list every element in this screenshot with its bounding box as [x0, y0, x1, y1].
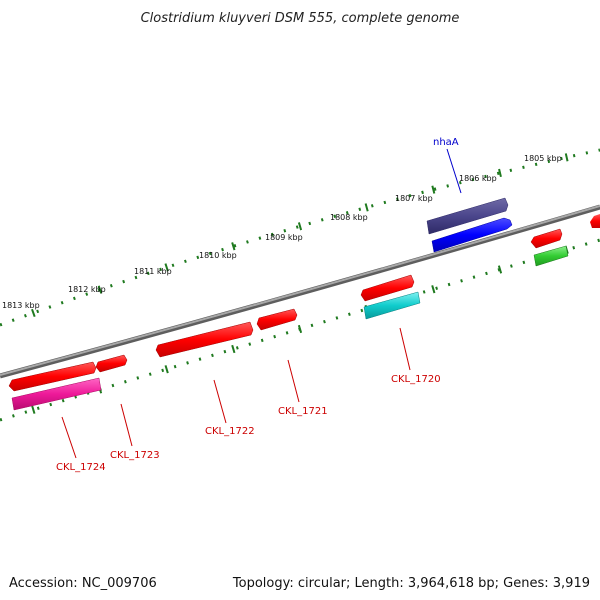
gene-leader-CKL_1723 [120, 403, 133, 447]
major-tick [31, 308, 36, 318]
gene-label-CKL_1724: CKL_1724 [56, 462, 106, 473]
gene-red-right[interactable] [530, 228, 563, 249]
major-tick [364, 203, 369, 212]
gene-CKL_1721[interactable] [256, 308, 298, 331]
gene-label-CKL_1721: CKL_1721 [278, 406, 328, 417]
major-tick [231, 344, 236, 354]
kbp-label-1807: 1807 kbp [395, 194, 433, 203]
gene-CKL_1723[interactable] [95, 354, 128, 373]
gene-leader-nhaA [446, 148, 462, 194]
gene-leader-CKL_1720 [399, 327, 411, 371]
gene-label-CKL_1722: CKL_1722 [205, 426, 255, 437]
major-tick [498, 168, 502, 178]
kbp-labels: 1805 kbp 1806 kbp 1807 kbp 1808 kbp 1809… [2, 154, 562, 310]
major-tick [231, 242, 236, 251]
gene-CKL_1724-product[interactable] [11, 377, 102, 411]
kbp-label-1805: 1805 kbp [524, 154, 562, 163]
map-title: Clostridium kluyveri DSM 555, complete g… [141, 11, 460, 26]
kbp-label-1806: 1806 kbp [459, 174, 497, 183]
kbp-label-1809: 1809 kbp [265, 233, 303, 242]
gene-nhaA[interactable] [431, 217, 513, 253]
major-tick [164, 263, 169, 272]
major-tick [497, 265, 503, 274]
accession-text: Accession: NC_009706 [9, 576, 157, 591]
kbp-label-1810: 1810 kbp [199, 251, 237, 260]
major-tick [431, 285, 436, 294]
gene-CKL_1724[interactable] [8, 361, 97, 392]
gene-green-right[interactable] [533, 245, 569, 267]
major-tick [97, 285, 103, 294]
gene-label-CKL_1723: CKL_1723 [110, 450, 160, 461]
gene-CKL_1720-product[interactable] [363, 291, 421, 320]
gene-leader-CKL_1722 [213, 379, 227, 424]
major-tick [297, 324, 303, 334]
kbp-label-1813: 1813 kbp [2, 301, 40, 310]
kbp-label-1812: 1812 kbp [68, 285, 106, 294]
lower-major-ticks [31, 245, 569, 414]
major-tick [31, 405, 36, 414]
major-tick [431, 185, 436, 194]
kbp-label-1811: 1811 kbp [134, 267, 172, 276]
gene-CKL_1722[interactable] [155, 321, 254, 358]
gene-right-edge-red[interactable] [590, 214, 600, 228]
gene-leader-CKL_1724 [61, 416, 77, 459]
gene-label-nhaA: nhaA [433, 137, 459, 148]
genome-backbone-highlight [0, 205, 600, 376]
gene-label-CKL_1720: CKL_1720 [391, 374, 441, 385]
gene-leader-CKL_1721 [287, 359, 300, 403]
major-tick [164, 365, 169, 374]
gene-CKL_1720[interactable] [360, 274, 415, 302]
gene-nhaA-product[interactable] [426, 197, 509, 235]
kbp-label-1808: 1808 kbp [330, 213, 368, 222]
genome-summary-text: Topology: circular; Length: 3,964,618 bp… [232, 576, 590, 591]
upper-major-ticks [31, 153, 569, 318]
major-tick [297, 222, 303, 231]
major-tick [564, 153, 569, 162]
